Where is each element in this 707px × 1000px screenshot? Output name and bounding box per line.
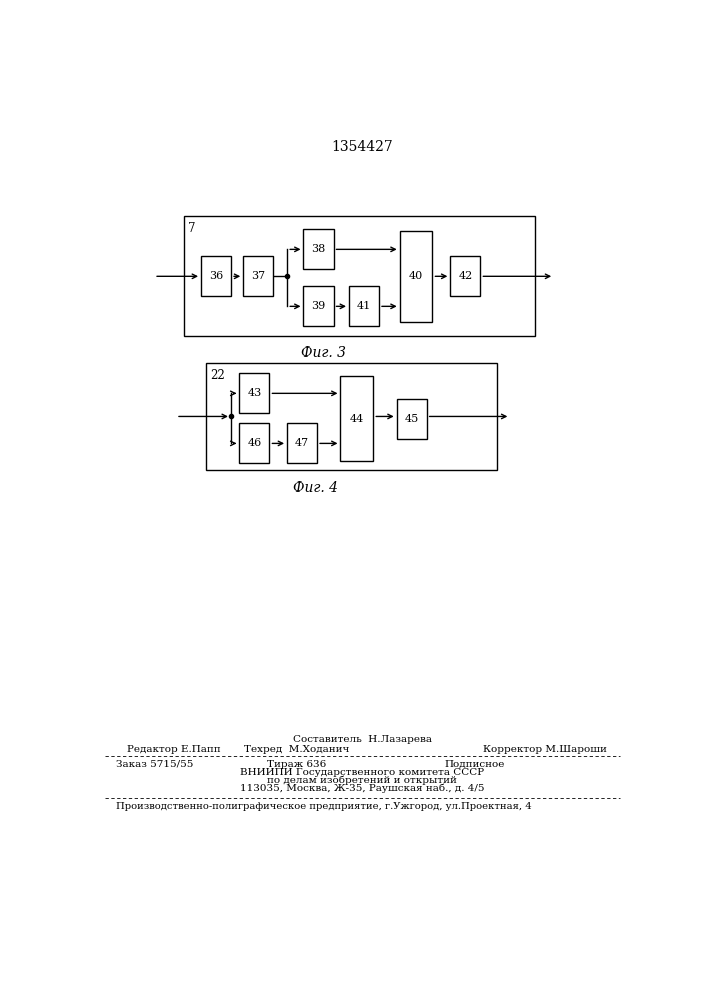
- Text: Фиг. 3: Фиг. 3: [301, 346, 346, 360]
- Text: 43: 43: [247, 388, 262, 398]
- Text: 44: 44: [350, 414, 364, 424]
- Text: Подписное: Подписное: [445, 760, 505, 769]
- Text: 38: 38: [311, 244, 326, 254]
- Text: Редактор Е.Папп: Редактор Е.Папп: [127, 745, 221, 754]
- Text: 113035, Москва, Ж-35, Раушская наб., д. 4/5: 113035, Москва, Ж-35, Раушская наб., д. …: [240, 784, 484, 793]
- Bar: [450, 256, 481, 296]
- Bar: [303, 229, 334, 269]
- Text: Тираж 636: Тираж 636: [267, 760, 326, 769]
- Text: 46: 46: [247, 438, 262, 448]
- Bar: [349, 286, 379, 326]
- Text: Техред  М.Ходанич: Техред М.Ходанич: [244, 745, 349, 754]
- Bar: [206, 363, 496, 470]
- Text: 45: 45: [404, 414, 419, 424]
- Text: 41: 41: [357, 301, 371, 311]
- Text: 7: 7: [188, 222, 196, 235]
- Text: 42: 42: [458, 271, 472, 281]
- Text: 36: 36: [209, 271, 223, 281]
- Bar: [399, 231, 433, 322]
- Text: 40: 40: [409, 271, 423, 281]
- Bar: [185, 216, 535, 336]
- Text: 22: 22: [210, 369, 225, 382]
- Text: по делам изобретений и открытий: по делам изобретений и открытий: [267, 776, 457, 785]
- Bar: [287, 423, 317, 463]
- Bar: [303, 286, 334, 326]
- Bar: [397, 399, 427, 439]
- Text: 47: 47: [295, 438, 309, 448]
- Text: 1354427: 1354427: [332, 140, 393, 154]
- Text: Производственно-полиграфическое предприятие, г.Ужгород, ул.Проектная, 4: Производственно-полиграфическое предприя…: [116, 802, 532, 811]
- Text: Составитель  Н.Лазарева: Составитель Н.Лазарева: [293, 735, 432, 744]
- Bar: [240, 373, 269, 413]
- Text: Корректор М.Шароши: Корректор М.Шароши: [483, 745, 607, 754]
- Bar: [240, 423, 269, 463]
- Text: ВНИИПИ Государственного комитета СССР: ВНИИПИ Государственного комитета СССР: [240, 768, 484, 777]
- Text: 37: 37: [251, 271, 265, 281]
- Text: 39: 39: [311, 301, 326, 311]
- Bar: [341, 376, 373, 461]
- Bar: [243, 256, 274, 296]
- Text: Фиг. 4: Фиг. 4: [293, 481, 338, 495]
- Bar: [201, 256, 231, 296]
- Text: Заказ 5715/55: Заказ 5715/55: [116, 760, 193, 769]
